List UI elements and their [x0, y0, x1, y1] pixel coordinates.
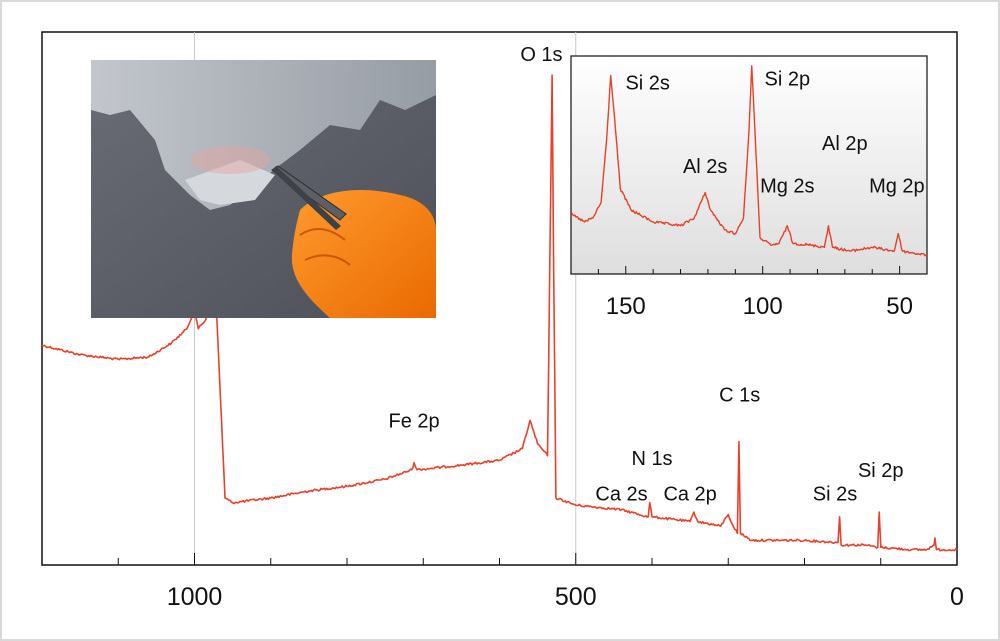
- peak-label-si-2s: Si 2s: [625, 72, 669, 94]
- peak-label-mg-2s: Mg 2s: [760, 176, 814, 198]
- peak-label-mg-2p: Mg 2p: [869, 176, 925, 198]
- glove-icon: [291, 190, 436, 318]
- peak-label-fe-2p: Fe 2p: [389, 411, 440, 433]
- x-tick-label-1000: 1000: [167, 583, 223, 611]
- x-tick-label-150: 150: [606, 293, 646, 320]
- peak-label-al-2s: Al 2s: [683, 156, 727, 178]
- inset-plot-area: [570, 55, 928, 275]
- peak-label-si-2s: Si 2s: [813, 483, 857, 505]
- peak-label-si-2p: Si 2p: [765, 68, 811, 90]
- sample-photo: [91, 60, 436, 318]
- peak-label-c-1s: C 1s: [719, 385, 760, 407]
- inset-spectrum-line: [570, 65, 928, 257]
- x-tick-label-100: 100: [743, 293, 783, 320]
- x-tick-label-50: 50: [886, 293, 913, 320]
- peak-label-si-2p: Si 2p: [858, 460, 904, 482]
- peak-label-n-1s: N 1s: [631, 448, 672, 470]
- x-tick-label-500: 500: [555, 583, 597, 611]
- peak-label-o-1s: O 1s: [520, 44, 562, 66]
- peeled-film-edge: [185, 160, 275, 205]
- x-tick-label-0: 0: [950, 583, 964, 611]
- peak-label-al-2p: Al 2p: [822, 133, 868, 155]
- coating-film: [91, 60, 436, 210]
- peak-label-ca-2s: Ca 2s: [595, 483, 647, 505]
- peak-label-ca-2p: Ca 2p: [663, 483, 716, 505]
